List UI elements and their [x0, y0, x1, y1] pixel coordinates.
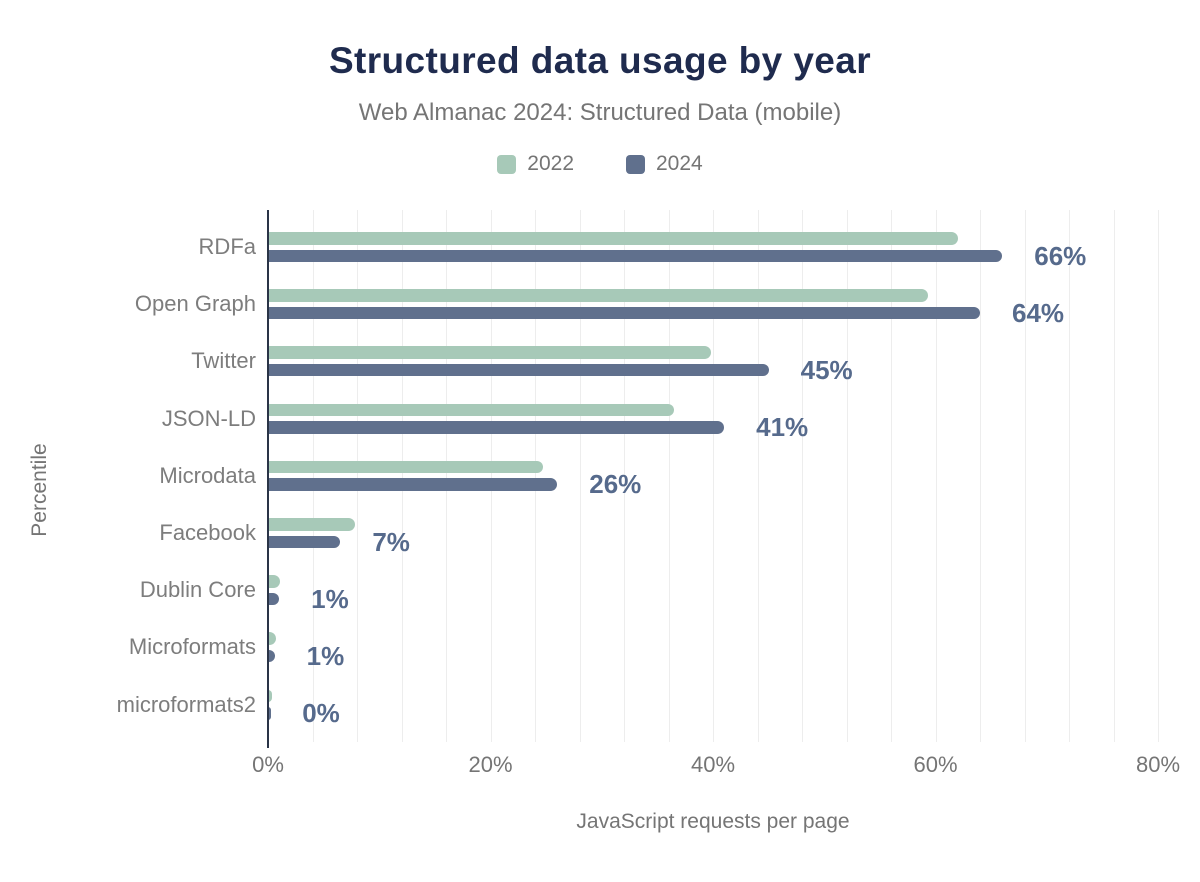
- bar-2022-open-graph[interactable]: [268, 289, 928, 302]
- category-label: Facebook: [159, 520, 256, 545]
- value-label: 0%: [302, 698, 340, 729]
- y-axis-line: [267, 210, 269, 748]
- gridline: [980, 210, 981, 742]
- x-tick-label: 20%: [468, 752, 513, 777]
- value-label: 66%: [1034, 240, 1087, 271]
- gridline: [357, 210, 358, 742]
- value-label: 1%: [311, 583, 349, 614]
- bar-2022-facebook[interactable]: [268, 518, 355, 531]
- legend-item-2022: 2022: [497, 152, 574, 176]
- bar-2024-open-graph[interactable]: [268, 306, 980, 320]
- gridline: [1024, 210, 1026, 742]
- gridline: [1113, 210, 1115, 742]
- gridline: [757, 210, 759, 742]
- value-label: 64%: [1012, 297, 1065, 328]
- category-label: Dublin Core: [139, 577, 256, 603]
- gridline: [846, 210, 848, 742]
- gridline: [535, 210, 536, 742]
- category-label: Twitter: [191, 348, 256, 374]
- gridline: [1069, 210, 1070, 742]
- bar-2024-facebook[interactable]: [268, 535, 341, 548]
- gridline: [935, 210, 937, 742]
- value-label: 1%: [306, 640, 345, 671]
- bar-2022-microformats2[interactable]: [268, 689, 273, 703]
- bar-2024-dublin-core[interactable]: [268, 592, 280, 606]
- category-label: Microformats: [128, 634, 256, 660]
- bar-2024-microformats2[interactable]: [268, 707, 271, 720]
- bar-2022-rdfa[interactable]: [268, 232, 958, 245]
- bar-2022-dublin-core[interactable]: [268, 575, 281, 588]
- legend-item-2024: 2024: [626, 152, 703, 176]
- legend-label-2024: 2024: [656, 152, 703, 175]
- gridline: [624, 210, 625, 742]
- bar-2022-json-ld[interactable]: [268, 403, 675, 417]
- bar-2022-microdata[interactable]: [268, 460, 543, 474]
- gridline: [668, 210, 670, 742]
- category-label: JSON-LD: [161, 405, 256, 431]
- category-label: Microdata: [159, 462, 256, 488]
- x-tick-label: 80%: [1135, 752, 1181, 777]
- value-label: 7%: [372, 526, 410, 557]
- category-label: microformats2: [116, 691, 256, 717]
- gridline: [802, 210, 803, 742]
- gridline: [312, 210, 314, 742]
- bar-2024-twitter[interactable]: [268, 363, 769, 377]
- gridline: [401, 210, 403, 742]
- category-label: Open Graph: [134, 291, 256, 317]
- value-label: 45%: [800, 354, 853, 385]
- value-label: 41%: [756, 412, 809, 443]
- legend-swatch-2022-icon: [497, 154, 517, 174]
- bar-2024-microdata[interactable]: [268, 478, 558, 491]
- x-tick-label: 0%: [252, 752, 284, 777]
- x-tick-label: 40%: [690, 752, 736, 777]
- bar-2024-rdfa[interactable]: [268, 249, 1003, 262]
- bar-2024-microformats[interactable]: [268, 649, 275, 663]
- chart-legend: 2022 2024: [0, 152, 1200, 176]
- x-tick-label: 60%: [913, 752, 958, 777]
- category-label: RDFa: [198, 234, 256, 259]
- bar-2022-microformats[interactable]: [268, 632, 276, 645]
- gridline: [446, 210, 447, 742]
- legend-swatch-2024-icon: [626, 154, 645, 174]
- x-axis-title: JavaScript requests per page: [576, 810, 850, 833]
- legend-label-2022: 2022: [527, 152, 574, 175]
- plot-area: 66% 64% 45% 41% 26% 7% 1% 1% 0%: [268, 210, 1159, 742]
- gridline: [490, 210, 492, 742]
- gridline: [1158, 210, 1159, 742]
- bar-2022-twitter[interactable]: [268, 346, 711, 359]
- bar-2024-json-ld[interactable]: [268, 421, 725, 434]
- gridline: [891, 210, 892, 742]
- gridline: [579, 210, 581, 742]
- gridline: [713, 210, 714, 742]
- chart-subtitle: Web Almanac 2024: Structured Data (mobil…: [358, 99, 842, 126]
- value-label: 26%: [589, 469, 642, 500]
- chart-title: Structured data usage by year: [328, 40, 872, 81]
